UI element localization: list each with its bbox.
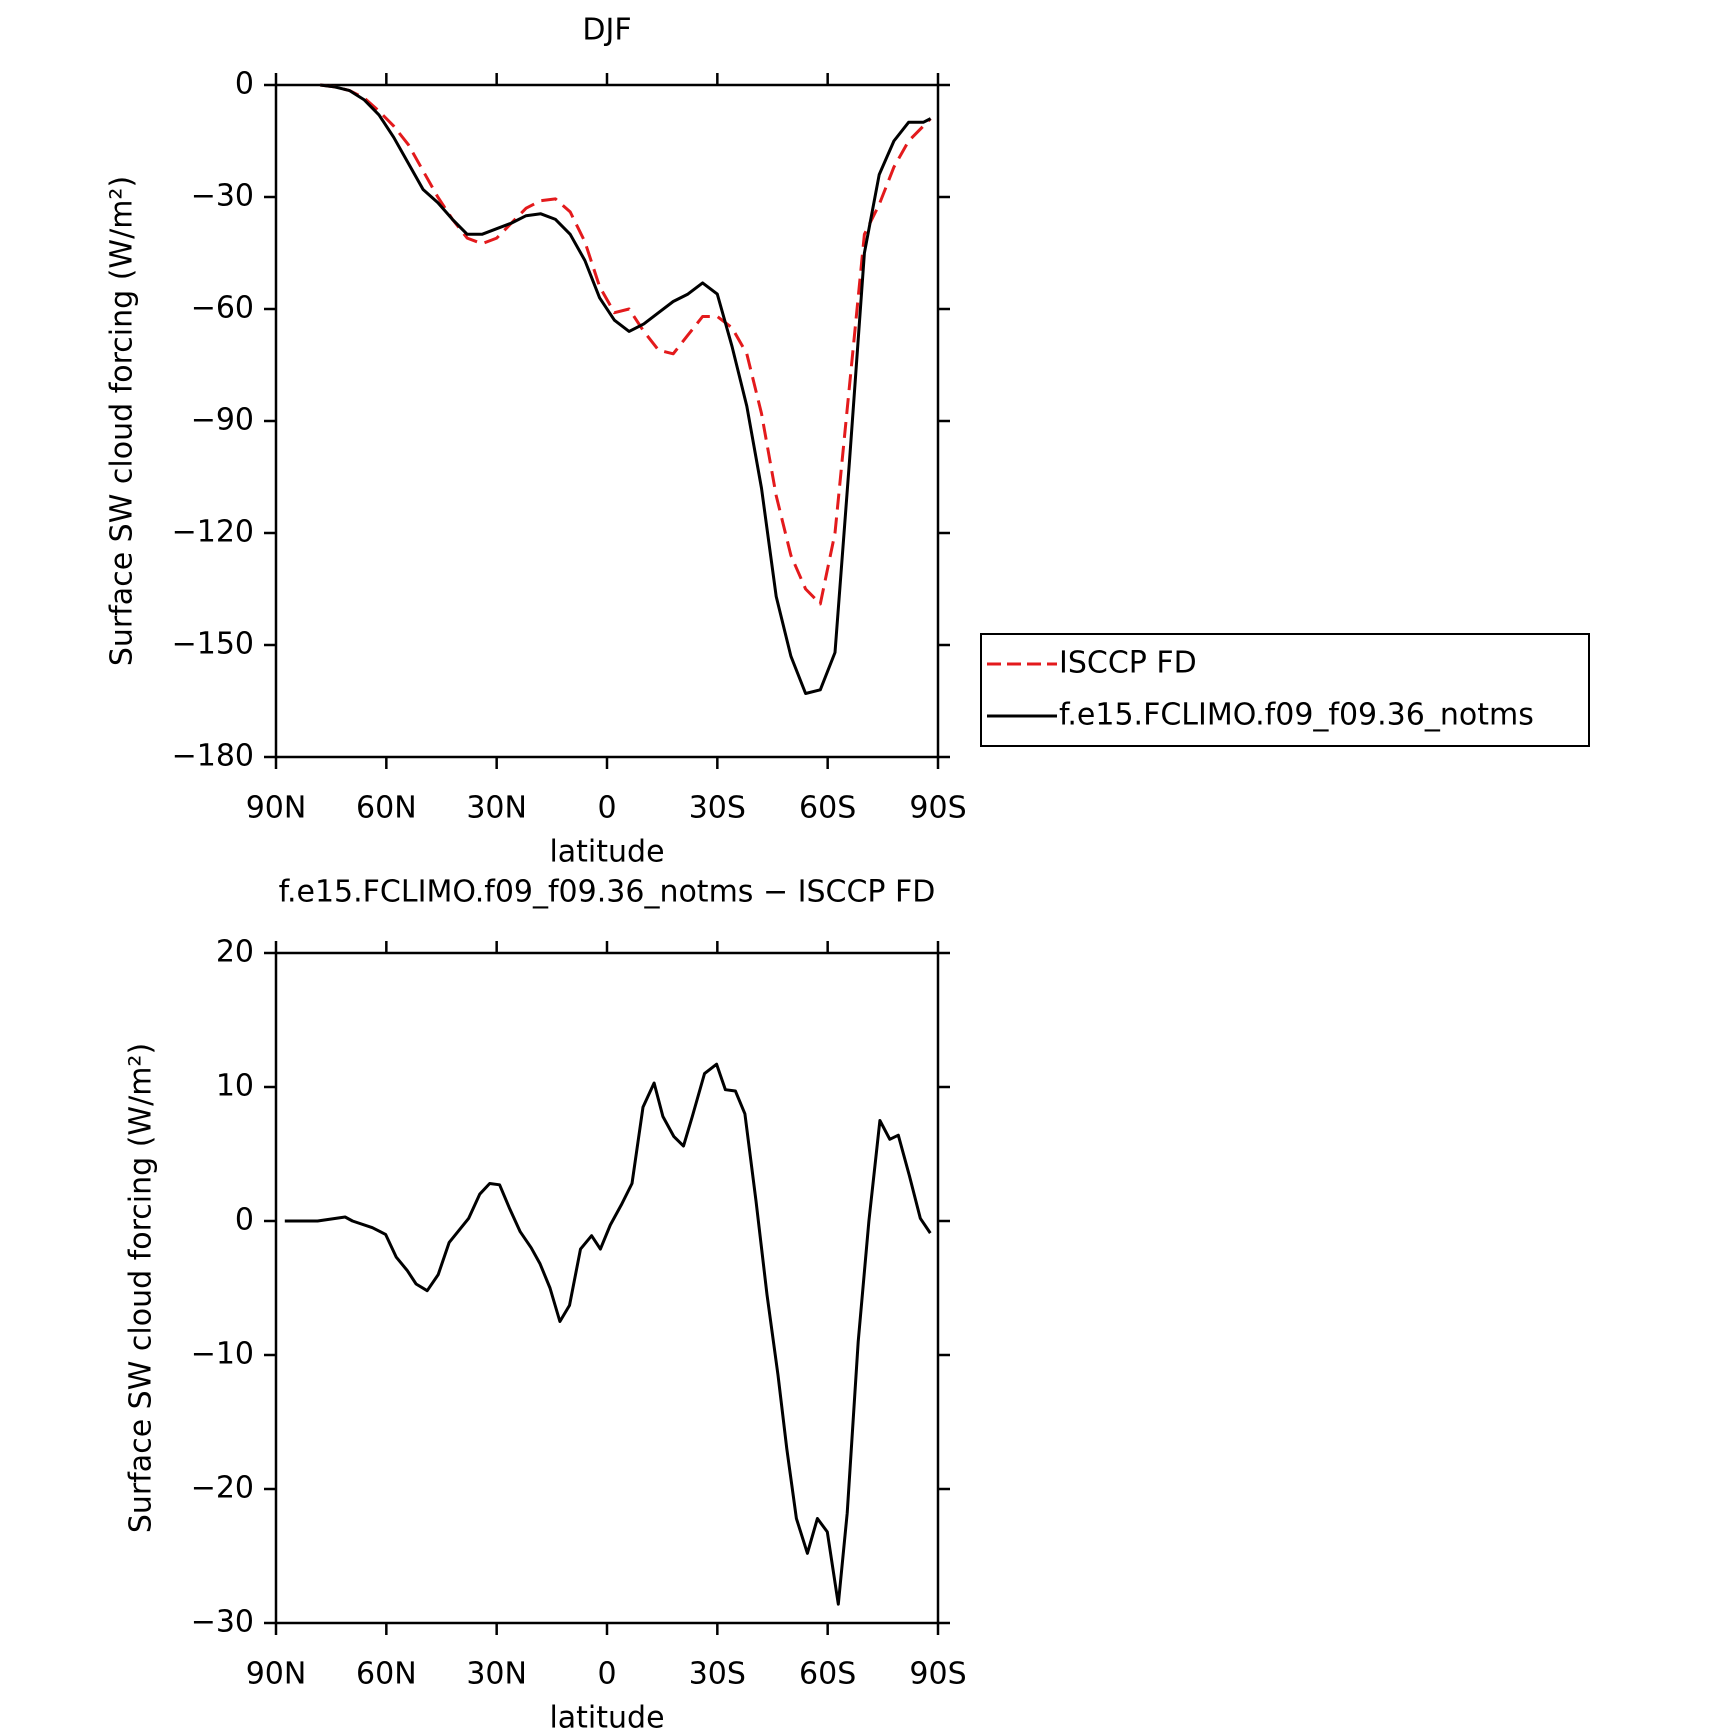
y-tick-label: −20 bbox=[191, 1471, 254, 1506]
x-tick-label: 60N bbox=[356, 1657, 417, 1692]
x-tick-label: 30S bbox=[689, 1657, 746, 1692]
y-tick-label: −90 bbox=[191, 403, 254, 438]
x-axis-label: latitude bbox=[549, 1701, 664, 1734]
y-tick-label: −30 bbox=[191, 1605, 254, 1640]
plot-frame bbox=[274, 951, 940, 1625]
data-line bbox=[319, 83, 932, 606]
data-line bbox=[319, 83, 932, 695]
x-tick-label: 0 bbox=[597, 1657, 616, 1692]
plot-frame bbox=[274, 83, 940, 759]
legend-box bbox=[980, 633, 1590, 747]
y-tick-label: −180 bbox=[172, 739, 254, 774]
chart-title: DJF bbox=[582, 13, 631, 48]
y-tick-label: 20 bbox=[216, 935, 254, 970]
legend-label: ISCCP FD bbox=[1059, 646, 1197, 681]
x-tick-label: 30N bbox=[466, 1657, 527, 1692]
y-tick-label: 10 bbox=[216, 1069, 254, 1104]
x-tick-label: 0 bbox=[597, 791, 616, 826]
y-axis-label: Surface SW cloud forcing (W/m²) bbox=[124, 1043, 159, 1533]
legend-label: f.e15.FCLIMO.f09_f09.36_notms bbox=[1059, 698, 1534, 733]
x-axis-label: latitude bbox=[549, 835, 664, 870]
x-tick-label: 90S bbox=[909, 791, 966, 826]
data-line bbox=[284, 1062, 932, 1606]
y-tick-label: 0 bbox=[235, 1203, 254, 1238]
y-tick-label: −10 bbox=[191, 1337, 254, 1372]
y-tick-label: −30 bbox=[191, 179, 254, 214]
x-tick-label: 30S bbox=[689, 791, 746, 826]
y-tick-label: −150 bbox=[172, 627, 254, 662]
chart-title: f.e15.FCLIMO.f09_f09.36_notms − ISCCP FD bbox=[279, 875, 936, 910]
x-tick-label: 60S bbox=[799, 1657, 856, 1692]
y-axis-label: Surface SW cloud forcing (W/m²) bbox=[105, 176, 140, 666]
y-tick-label: −120 bbox=[172, 515, 254, 550]
x-tick-label: 90N bbox=[246, 791, 307, 826]
x-tick-label: 90N bbox=[246, 1657, 307, 1692]
y-tick-label: 0 bbox=[235, 67, 254, 102]
y-tick-label: −60 bbox=[191, 291, 254, 326]
x-tick-label: 60N bbox=[356, 791, 417, 826]
x-tick-label: 30N bbox=[466, 791, 527, 826]
x-tick-label: 90S bbox=[909, 1657, 966, 1692]
x-tick-label: 60S bbox=[799, 791, 856, 826]
